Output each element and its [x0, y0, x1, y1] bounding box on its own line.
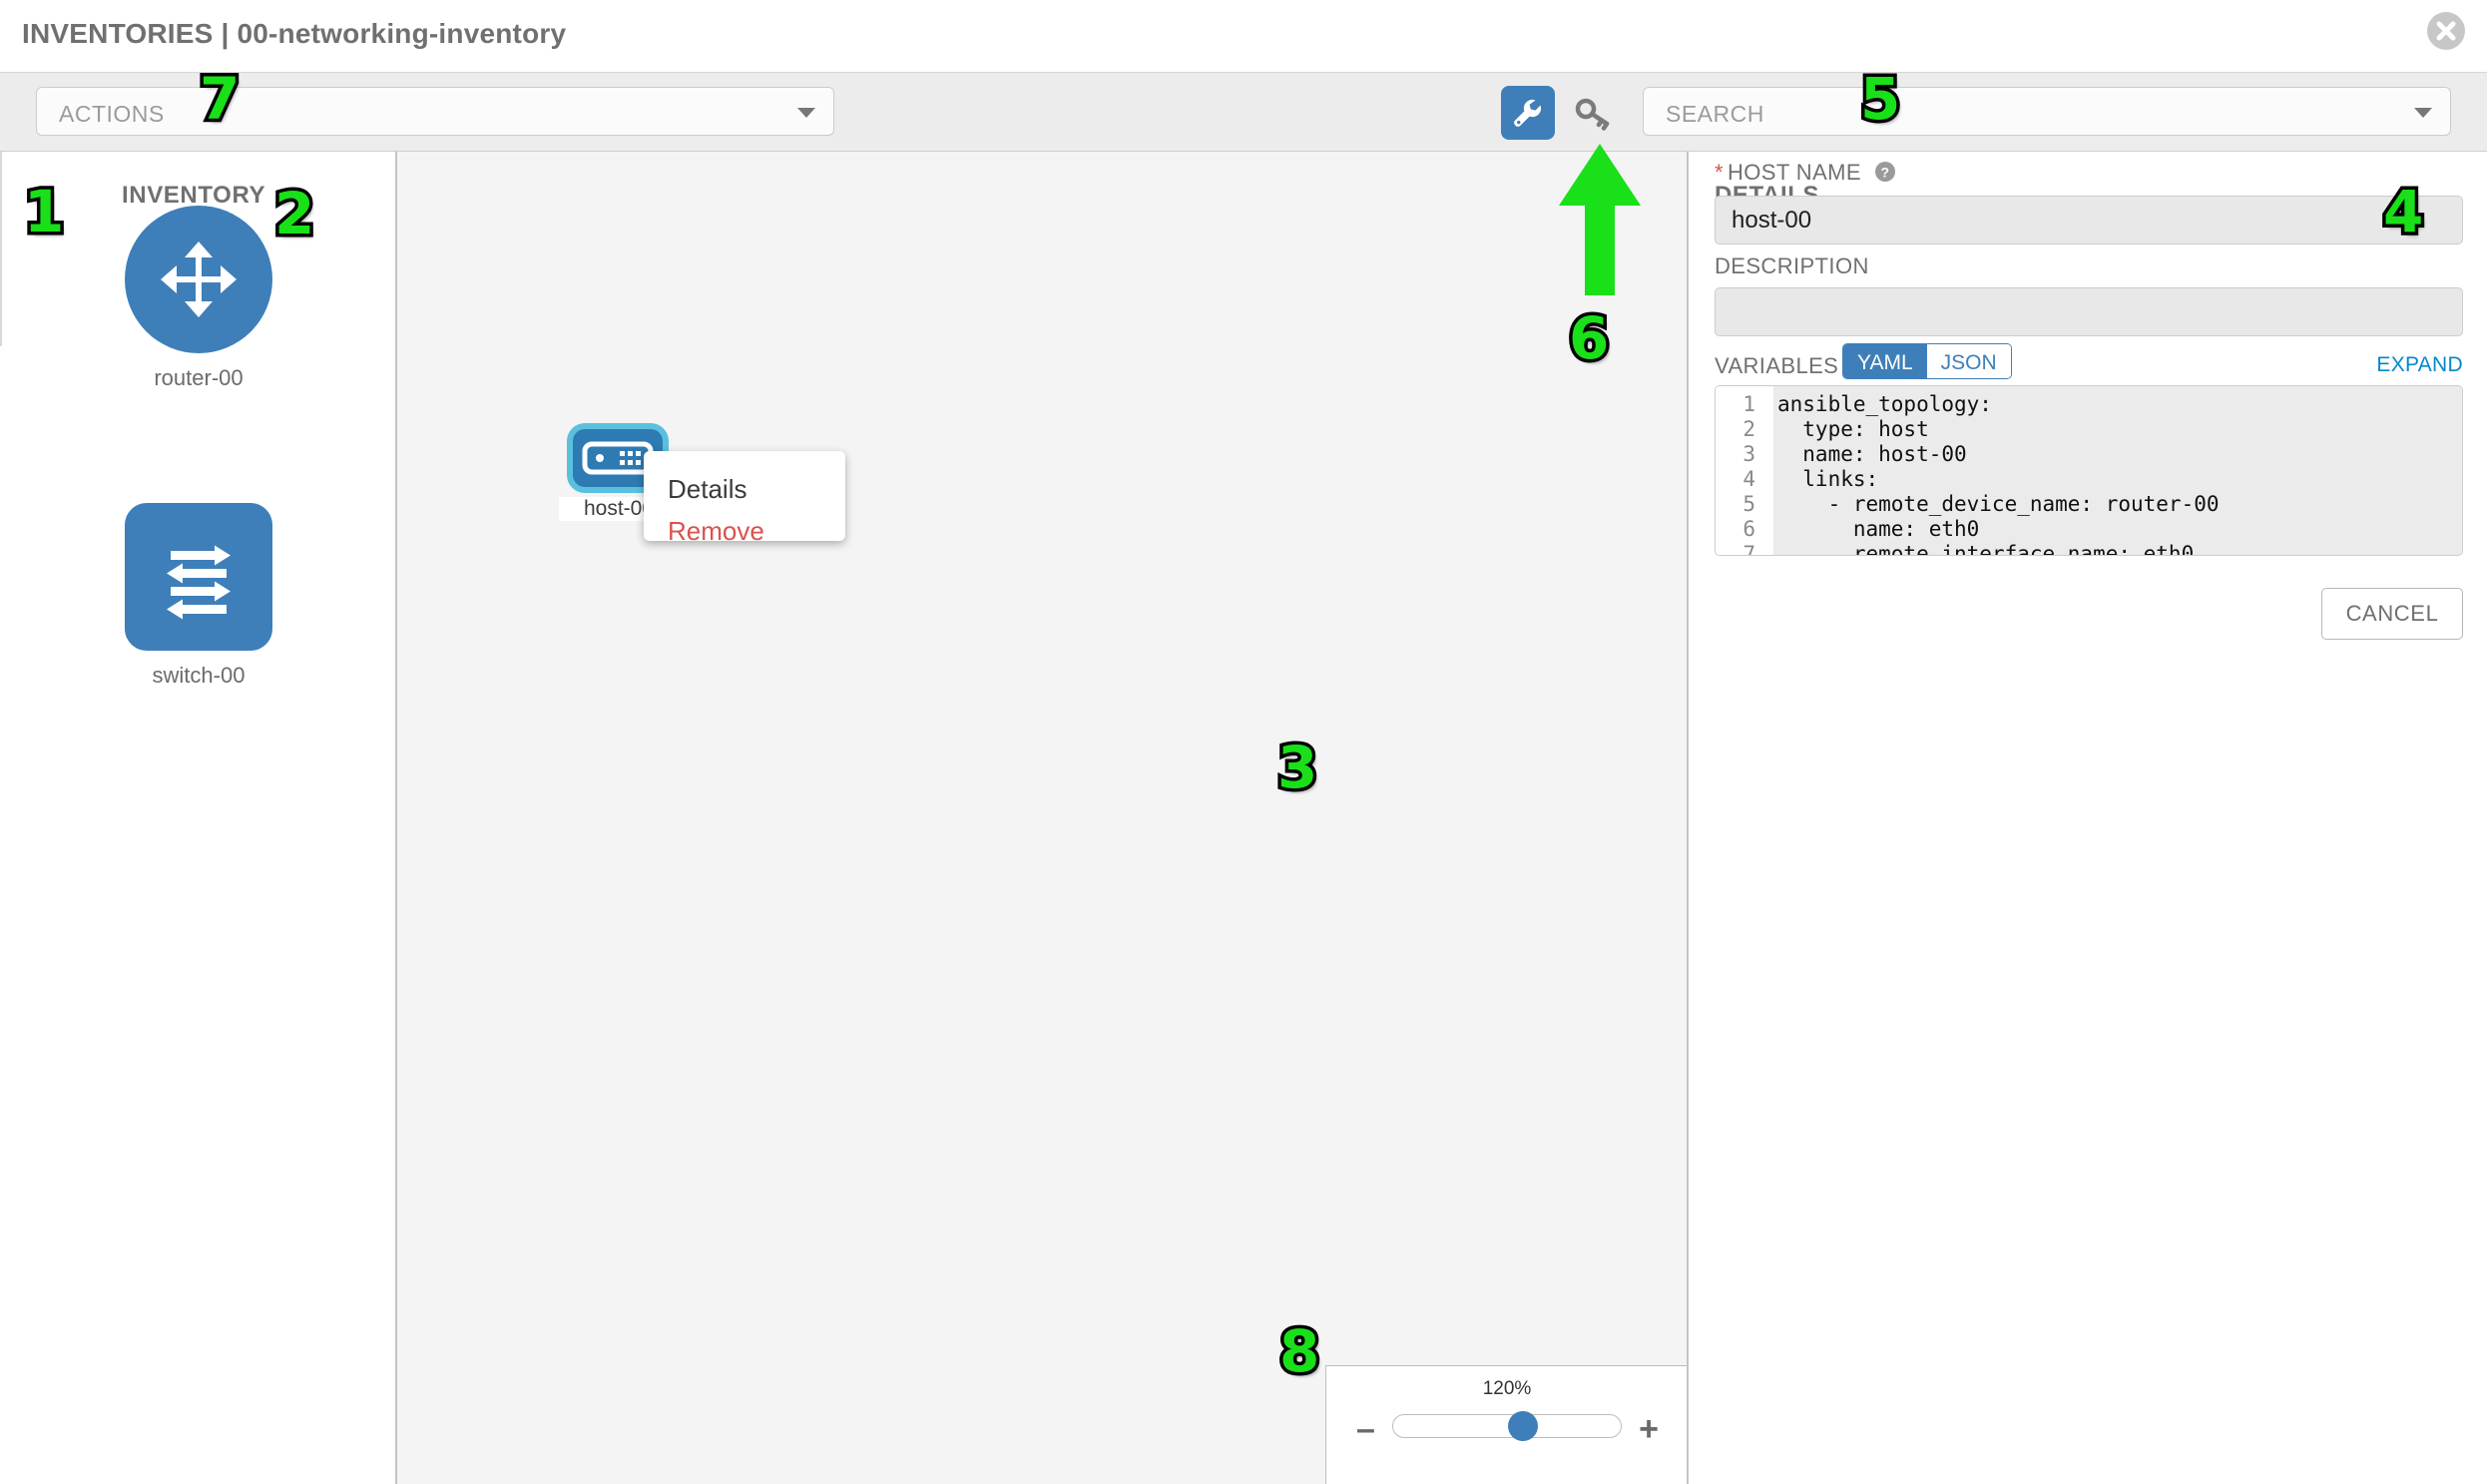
- variables-label-text: VARIABLES: [1715, 353, 1839, 378]
- topology-canvas[interactable]: host-00 Details Remove 120% – +: [397, 152, 1689, 1484]
- line-number: 3: [1742, 442, 1755, 466]
- modal-header: INVENTORIES | 00-networking-inventory: [0, 0, 2487, 73]
- code-line: name: host-00: [1777, 442, 1967, 466]
- sidebar-item-label: router-00: [154, 365, 244, 390]
- line-number: 2: [1742, 417, 1755, 441]
- credentials-button[interactable]: [1569, 90, 1617, 138]
- sidebar-item-label: switch-00: [152, 663, 246, 688]
- cancel-button[interactable]: CANCEL: [2321, 588, 2463, 640]
- close-icon: [2436, 21, 2456, 41]
- chevron-down-icon[interactable]: [2414, 108, 2432, 118]
- zoom-slider[interactable]: [1392, 1411, 1622, 1441]
- zoom-slider-thumb[interactable]: [1507, 1411, 1538, 1441]
- tools-button[interactable]: [1501, 86, 1555, 140]
- close-button[interactable]: [2427, 12, 2465, 50]
- zoom-level-value: 120%: [1482, 1378, 1532, 1399]
- editor-gutter: 1 2 3 4 5 6 7: [1716, 386, 1773, 555]
- line-number: 4: [1742, 467, 1755, 491]
- help-icon[interactable]: ?: [1874, 161, 1896, 189]
- actions-dropdown[interactable]: ACTIONS: [36, 87, 834, 136]
- line-number: 1: [1742, 392, 1755, 416]
- search-placeholder: SEARCH: [1666, 101, 1764, 127]
- host-name-label-text: HOST NAME: [1727, 160, 1861, 185]
- zoom-in-button[interactable]: +: [1639, 1410, 1659, 1448]
- expand-link[interactable]: EXPAND: [2376, 353, 2463, 376]
- line-number: 5: [1742, 492, 1755, 516]
- code-line: type: host: [1777, 417, 1929, 441]
- sidebar-item-router-00[interactable]: router-00: [99, 206, 298, 391]
- switch-icon: [125, 503, 272, 651]
- line-number: 7: [1742, 542, 1755, 556]
- svg-text:?: ?: [1881, 165, 1890, 181]
- description-field[interactable]: [1715, 287, 2463, 336]
- code-line: remote_interface_name: eth0: [1777, 542, 2195, 556]
- context-menu-details[interactable]: Details: [668, 474, 747, 504]
- variables-editor[interactable]: 1 2 3 4 5 6 7 ansible_topology: type: ho…: [1715, 385, 2463, 556]
- code-line: ansible_topology:: [1777, 392, 1992, 416]
- variables-format-toggle: YAML JSON: [1842, 343, 2012, 379]
- editor-code-area[interactable]: ansible_topology: type: host name: host-…: [1773, 386, 2462, 555]
- host-name-label: * HOST NAME ?: [1715, 160, 1896, 189]
- wrench-icon: [1514, 99, 1542, 127]
- zoom-controls: 120% – +: [1325, 1365, 1687, 1484]
- zoom-out-button[interactable]: –: [1356, 1410, 1375, 1448]
- format-json-button[interactable]: JSON: [1926, 344, 2011, 378]
- details-panel: DETAILS *HOST NAME ? host-00 DESCRIPTION…: [1691, 152, 2487, 1484]
- context-menu-remove[interactable]: Remove: [668, 515, 764, 546]
- code-line: - remote_device_name: router-00: [1777, 492, 2220, 516]
- host-name-field[interactable]: host-00: [1715, 196, 2463, 245]
- node-context-menu: Details Remove: [644, 451, 845, 546]
- search-input[interactable]: SEARCH: [1643, 87, 2451, 136]
- description-label: DESCRIPTION: [1715, 253, 1869, 278]
- key-icon: [1575, 98, 1610, 131]
- variables-row: VARIABLES ? YAML JSON EXPAND: [1715, 343, 2463, 383]
- actions-dropdown-label: ACTIONS: [59, 101, 165, 127]
- code-line: links:: [1777, 467, 1879, 491]
- inventory-sidebar: INVENTORY router-00: [0, 152, 397, 1484]
- format-yaml-button[interactable]: YAML: [1843, 344, 1927, 378]
- code-line: name: eth0: [1777, 517, 1980, 541]
- required-asterisk: *: [1715, 160, 1724, 185]
- router-icon: [125, 206, 272, 353]
- line-number: 6: [1742, 517, 1755, 541]
- page-title: INVENTORIES | 00-networking-inventory: [22, 18, 567, 49]
- chevron-down-icon: [797, 108, 815, 118]
- inventory-title: INVENTORY: [122, 182, 266, 209]
- sidebar-item-switch-00[interactable]: switch-00: [99, 503, 298, 689]
- sidebar-divider: [0, 152, 2, 346]
